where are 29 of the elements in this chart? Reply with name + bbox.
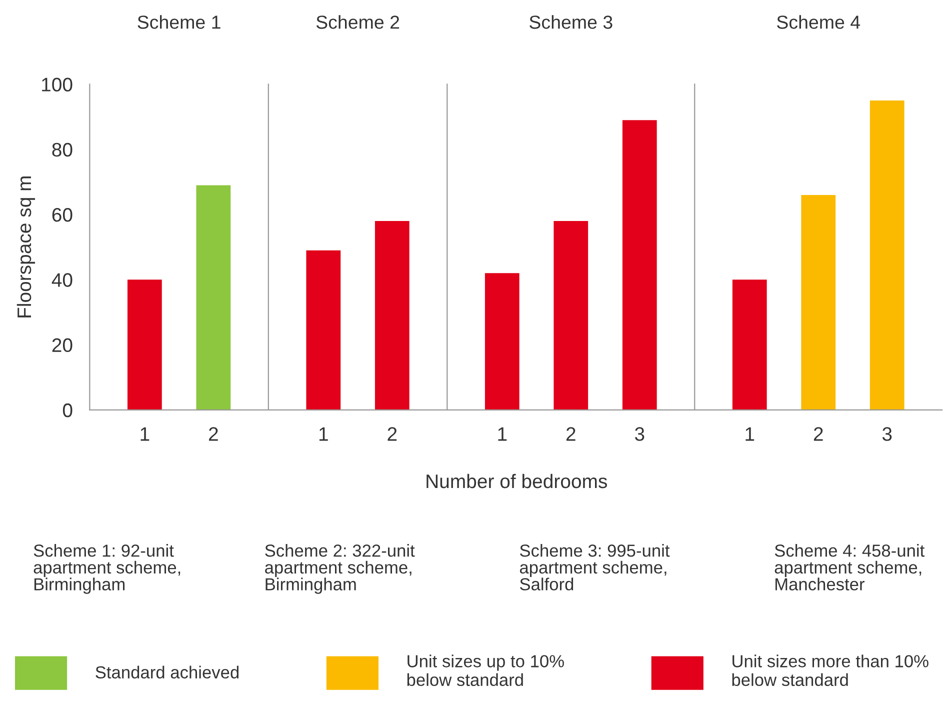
- y-tick-label: 60: [52, 208, 72, 222]
- y-tick-label: 20: [52, 338, 72, 352]
- chart-title: Scheme 3: [530, 15, 612, 29]
- text: Scheme 3: 995-unit apartment scheme, Salford: [520, 544, 670, 590]
- chart-title: Scheme 1: [138, 15, 220, 29]
- legend-label: Unit sizes more than 10% below standard: [732, 654, 928, 686]
- x-tick-label: 1: [498, 427, 507, 441]
- chart-title: Scheme 2: [316, 15, 400, 29]
- y-axis-title: Floorspace sq m: [16, 176, 36, 318]
- x-tick-label: 2: [814, 427, 823, 441]
- text: Scheme 2: 322-unit apartment scheme, Birmingham: [265, 544, 415, 594]
- text: Scheme 4: 458-unit apartment scheme, Manchester: [774, 544, 925, 590]
- y-tick-label: 100: [42, 78, 72, 92]
- x-tick-label: 1: [746, 427, 754, 441]
- y-tick-label: 0: [62, 403, 72, 418]
- y-tick-label: 40: [52, 273, 72, 287]
- text: Scheme 1: 92-unit apartment scheme, Birmingham: [34, 544, 180, 594]
- x-tick-label: 1: [140, 427, 150, 441]
- x-tick-label: 3: [634, 427, 644, 441]
- y-tick-label: 80: [52, 142, 72, 157]
- x-tick-label: 2: [566, 427, 576, 441]
- x-tick-label: 2: [388, 427, 397, 441]
- x-tick-label: 3: [882, 427, 892, 441]
- legend-label: Standard achieved: [96, 666, 239, 679]
- x-axis-title: Number of bedrooms: [426, 474, 607, 488]
- x-tick-label: 2: [208, 427, 218, 441]
- legend-label: Unit sizes up to 10% below standard: [407, 654, 564, 686]
- chart-title: Scheme 4: [777, 15, 860, 29]
- x-tick-label: 1: [319, 427, 328, 441]
